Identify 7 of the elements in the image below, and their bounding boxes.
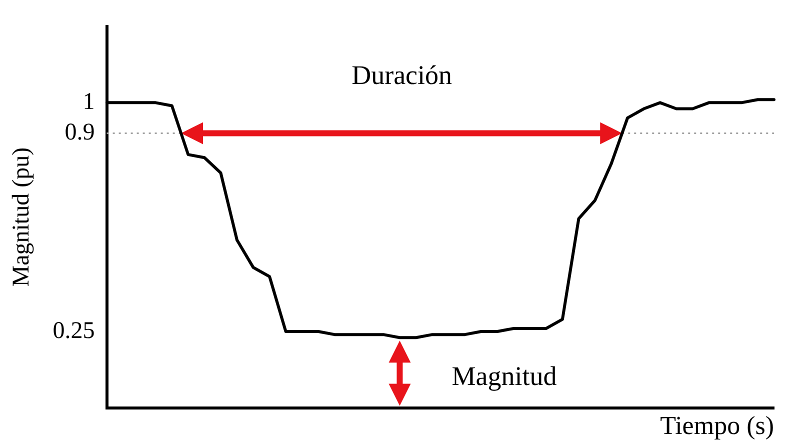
annotation: Magnitud <box>452 361 557 392</box>
annotation: Duración <box>352 60 452 91</box>
y-tick-label: 0.25 <box>52 318 95 344</box>
y-tick-label: 0.9 <box>64 119 95 146</box>
x-axis-title: Tiempo (s) <box>660 411 774 440</box>
y-axis-title: Magnitud (pu) <box>8 147 35 287</box>
y-tick-label: 1 <box>82 88 95 115</box>
